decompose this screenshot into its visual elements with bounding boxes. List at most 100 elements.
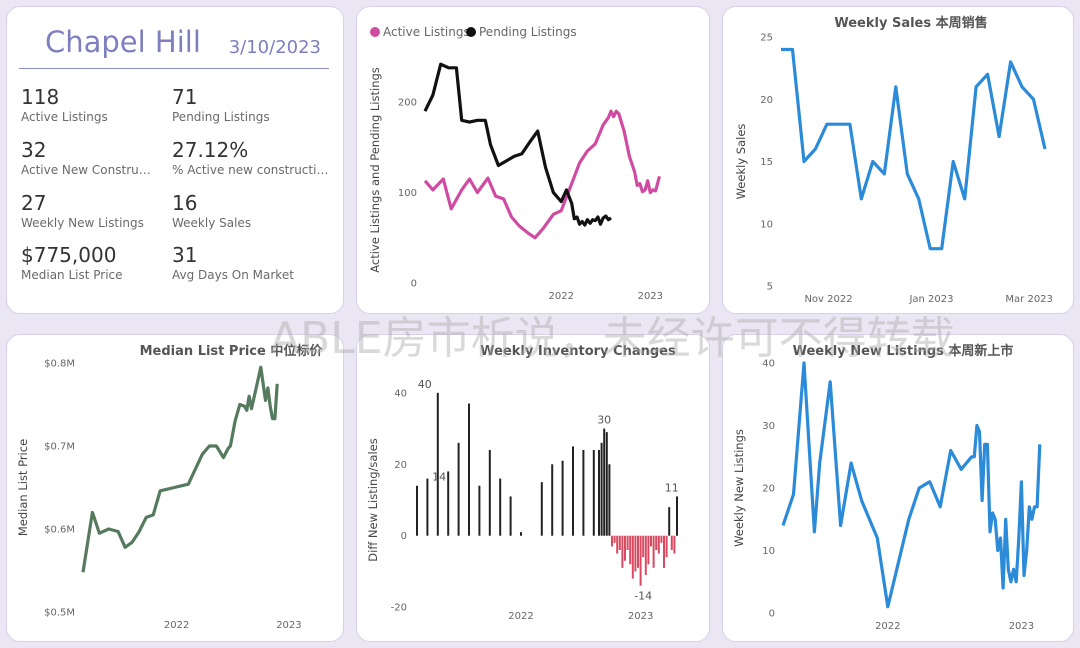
y-axis-label: Diff New Listing/sales [366, 438, 380, 561]
bar-negative [652, 535, 655, 568]
x-tick-label: 2022 [508, 611, 533, 622]
kpi-label: Active Listings [21, 110, 108, 124]
y-axis-label: Active Listings and Pending Listings [368, 67, 382, 273]
y-tick-label: 15 [760, 157, 773, 168]
median-price-line-chart: Median List Price 中位标价 Median List Price $… [16, 343, 324, 631]
y-tick-label: 20 [760, 95, 773, 106]
bar-positive [572, 446, 574, 536]
y-tick-label: 200 [398, 98, 417, 109]
bar-positive [488, 450, 491, 536]
bar-negative [634, 535, 637, 572]
new-listings-line-chart: Weekly New Listings 本周新上市 Weekly New List… [732, 343, 1042, 632]
bar-negative [626, 535, 629, 550]
x-tick-label: 2023 [276, 620, 301, 631]
bar-positive [457, 442, 460, 536]
kpi-pending-listings: 71 Pending Listings [172, 85, 332, 125]
bar-negative [657, 535, 660, 554]
weekly-sales-chart-panel: Weekly Sales 本周销售 Weekly Sales 5 10 15 20 25 No… [722, 6, 1074, 314]
kpi-avg-days-on-market: 31 Avg Days On Market [172, 243, 332, 283]
bar-data-label: 30 [597, 414, 611, 427]
bar-positive [676, 496, 678, 536]
legend-label: Active Listings [383, 25, 470, 39]
bar-negative [647, 535, 650, 565]
kpi-value: 16 [172, 191, 198, 215]
bar-data-label: 14 [432, 471, 446, 484]
bar-negative [629, 535, 632, 565]
y-tick-label: 10 [762, 546, 775, 557]
kpi-label: Pending Listings [172, 110, 270, 124]
y-tick-label: 20 [394, 460, 407, 471]
bar-positive [551, 464, 554, 536]
kpi-label: Weekly New Listings [21, 216, 144, 230]
bar-negative [663, 535, 665, 568]
kpi-value: 118 [21, 85, 60, 109]
y-tick-label: -20 [391, 603, 407, 614]
series-line [781, 47, 1047, 251]
report-date: 3/10/2023 [228, 37, 321, 58]
legend-marker [466, 27, 476, 37]
bar-negative [631, 535, 634, 579]
chart-title: Median List Price 中位标价 [140, 343, 324, 359]
kpi-active-listings: 118 Active Listings [21, 85, 181, 125]
listings-chart-panel: Active Listings and Pending Listings 0 100… [356, 6, 710, 314]
kpi-label: Weekly Sales [172, 216, 252, 230]
bar-negative [665, 535, 668, 558]
bar-negative [621, 535, 624, 568]
new-listings-chart-panel: Weekly New Listings 本周新上市 Weekly New List… [722, 334, 1074, 642]
series-line-pending-listings [423, 62, 612, 227]
bar-positive [598, 450, 600, 536]
y-tick-label: 0 [769, 609, 775, 620]
kpi-weekly-sales: 16 Weekly Sales [172, 191, 332, 231]
city-title: Chapel Hill [45, 25, 201, 59]
chart-title: Weekly New Listings 本周新上市 [793, 343, 1014, 359]
kpi-panel: Chapel Hill 3/10/2023 118 Active Listing… [6, 6, 344, 314]
bar-negative [644, 535, 647, 575]
y-tick-label: $0.6M [44, 525, 75, 536]
inventory-chart-panel: Weekly Inventory Changes Diff New Listing… [356, 334, 710, 642]
chart-title: Weekly Sales 本周销售 [834, 15, 987, 31]
kpi-label: Active New Constructi... [21, 163, 156, 177]
legend-marker [370, 27, 380, 37]
bar-negative [650, 535, 652, 547]
kpi-label: Avg Days On Market [172, 268, 294, 282]
bar-positive [416, 485, 418, 536]
bar-data-label: 40 [418, 378, 432, 391]
kpi-value: 27.12% [172, 138, 249, 162]
kpi-weekly-new-listings: 27 Weekly New Listings [21, 191, 181, 231]
listings-line-chart: Active Listings and Pending Listings 0 100… [368, 25, 663, 302]
bar-positive [608, 464, 611, 536]
bar-negative [611, 535, 613, 547]
y-tick-label: 100 [398, 188, 417, 199]
inventory-bar-chart: Weekly Inventory Changes Diff New Listing… [366, 344, 679, 622]
kpi-pct-new-construction: 27.12% % Active new constructions [172, 138, 332, 178]
bar-positive [600, 442, 603, 536]
bar-positive [582, 450, 585, 536]
kpi-active-new-construction: 32 Active New Constructi... [21, 138, 156, 178]
series-line [81, 365, 279, 573]
kpi-value: 27 [21, 191, 47, 215]
x-tick-label: 2022 [549, 291, 574, 302]
bar-positive [468, 403, 470, 536]
bar-positive [592, 450, 595, 536]
kpi-value: 71 [172, 85, 198, 109]
bar-positive [603, 428, 606, 536]
bar-positive [426, 478, 429, 536]
x-tick-label: Jan 2023 [908, 294, 953, 305]
series-line [781, 361, 1042, 609]
y-tick-label: 0 [411, 279, 417, 290]
legend-label: Pending Listings [479, 25, 577, 39]
bar-negative [642, 535, 645, 558]
x-tick-label: 2023 [628, 611, 653, 622]
chart-title: Weekly Inventory Changes [480, 344, 676, 359]
bar-positive [447, 471, 450, 536]
bar-negative [618, 535, 621, 550]
y-tick-label: $0.7M [44, 442, 75, 453]
bar-negative [637, 535, 639, 568]
bar-data-label: 11 [665, 481, 679, 494]
bar-positive [520, 532, 522, 536]
bar-positive [605, 432, 608, 536]
y-tick-label: $0.8M [44, 359, 75, 370]
bar-data-label: -14 [634, 590, 652, 603]
x-tick-label: Nov 2022 [804, 294, 852, 305]
y-tick-label: 25 [760, 33, 773, 44]
